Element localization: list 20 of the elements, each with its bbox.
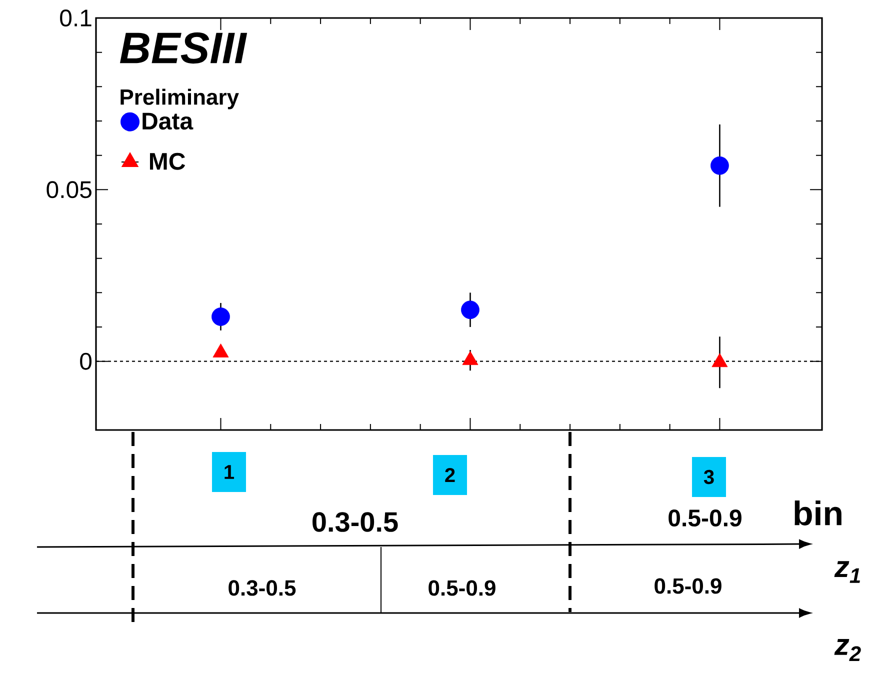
- x-tick-label: 3: [704, 470, 714, 484]
- text: 1: [850, 568, 860, 583]
- annotation: BESIII: [120, 32, 248, 64]
- text: z: [834, 561, 850, 577]
- text: 0.3-0.5: [228, 580, 296, 596]
- legend-label: MC: [150, 152, 186, 170]
- text: 0.5-0.9: [654, 578, 722, 594]
- x-tick-label: 1: [224, 465, 234, 479]
- text: 0.5-0.9: [428, 580, 496, 596]
- y-tick-label: 0: [80, 352, 92, 370]
- legend-label: Data: [142, 112, 194, 130]
- annotation: Preliminary: [120, 88, 239, 110]
- text: 2: [849, 646, 861, 661]
- text: bin: [794, 500, 842, 526]
- text: 0.3-0.5: [312, 512, 398, 532]
- y-tick-label: 0.1: [60, 10, 92, 26]
- x-tick-label: 2: [445, 468, 455, 482]
- text: 0.5-0.9: [668, 510, 742, 526]
- text: z: [834, 639, 850, 655]
- y-tick-label: 0.05: [46, 181, 92, 198]
